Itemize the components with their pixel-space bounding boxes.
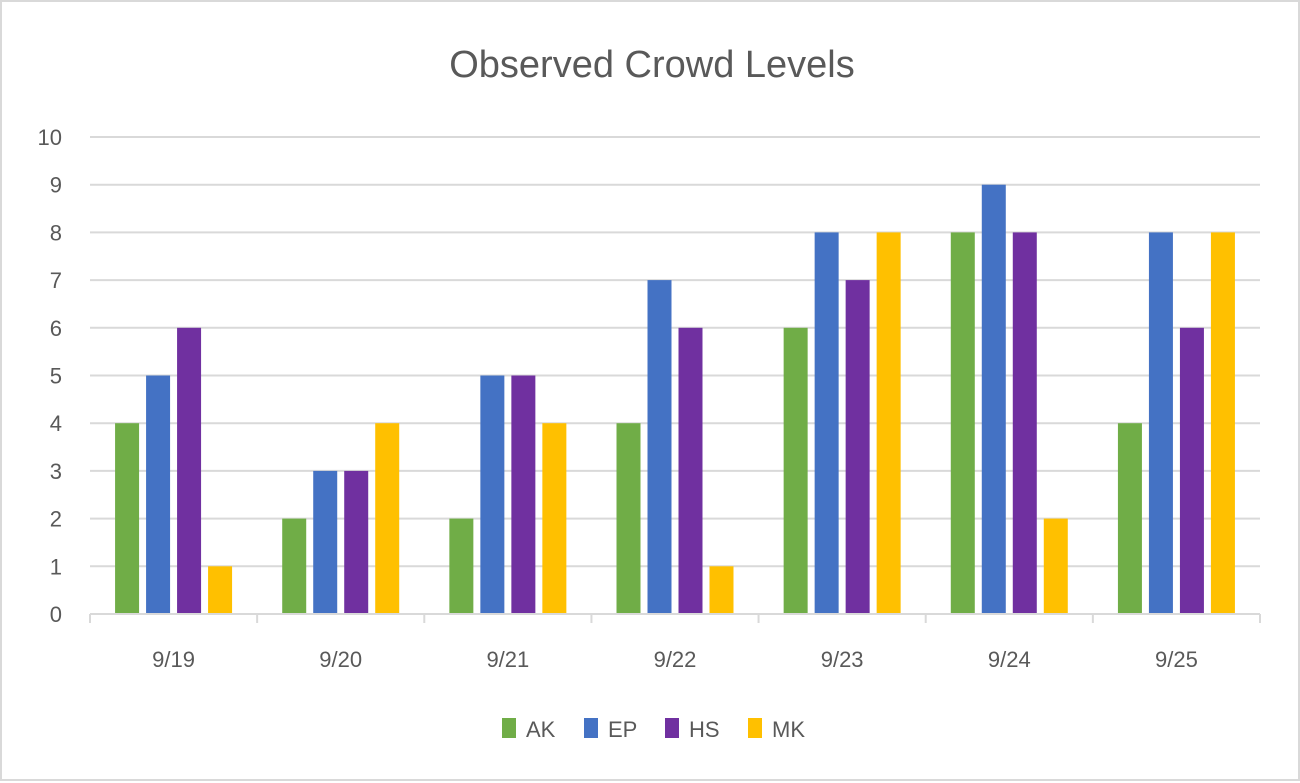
gridlines — [90, 136, 1260, 568]
x-tick-label: 9/24 — [988, 647, 1031, 672]
chart-title: Observed Crowd Levels — [449, 44, 855, 86]
bar-mk-9-24 — [1043, 518, 1068, 614]
y-tick-label: 5 — [50, 364, 62, 389]
legend: AK EP HS MK — [502, 717, 805, 742]
y-tick-label: 4 — [50, 411, 62, 436]
bar-mk-9-23 — [876, 232, 901, 614]
bar-hs-9-22 — [678, 327, 703, 614]
legend-label-mk: MK — [772, 717, 805, 742]
y-tick-label: 6 — [50, 316, 62, 341]
y-tick-label: 7 — [50, 268, 62, 293]
y-tick-label: 3 — [50, 459, 62, 484]
bar-ep-9-19 — [146, 375, 171, 614]
bar-ak-9-20 — [282, 518, 307, 614]
x-tick-label: 9/21 — [486, 647, 529, 672]
x-tick-label: 9/23 — [821, 647, 864, 672]
bar-mk-9-22 — [709, 566, 734, 614]
y-axis: 0 1 2 3 4 5 6 7 8 9 10 — [38, 125, 62, 627]
bar-ak-9-24 — [950, 232, 975, 614]
x-axis: 9/19 9/20 9/21 9/22 9/23 9/24 9/25 — [89, 613, 1261, 672]
bar-hs-9-21 — [511, 375, 536, 614]
y-tick-label: 2 — [50, 507, 62, 532]
x-tick-label: 9/22 — [654, 647, 697, 672]
bars — [115, 184, 1235, 614]
bar-ak-9-23 — [783, 327, 808, 614]
bar-hs-9-25 — [1179, 327, 1204, 614]
y-tick-label: 8 — [50, 220, 62, 245]
bar-mk-9-19 — [208, 566, 233, 614]
legend-label-ep: EP — [608, 717, 637, 742]
bar-ep-9-20 — [313, 470, 338, 614]
bar-mk-9-20 — [375, 423, 400, 614]
legend-swatch-hs — [665, 718, 679, 738]
bar-ak-9-19 — [115, 423, 140, 614]
bar-ak-9-25 — [1117, 423, 1142, 614]
bar-hs-9-24 — [1012, 232, 1037, 614]
bar-ep-9-25 — [1148, 232, 1173, 614]
legend-swatch-mk — [748, 718, 762, 738]
y-tick-label: 1 — [50, 554, 62, 579]
x-tick-label: 9/19 — [152, 647, 195, 672]
bar-ak-9-22 — [616, 423, 641, 614]
bar-ak-9-21 — [449, 518, 474, 614]
legend-swatch-ep — [584, 718, 598, 738]
legend-label-hs: HS — [689, 717, 720, 742]
bar-mk-9-21 — [542, 423, 567, 614]
bar-ep-9-24 — [981, 184, 1006, 614]
bar-hs-9-23 — [845, 280, 870, 614]
bar-ep-9-21 — [480, 375, 505, 614]
bar-hs-9-19 — [177, 327, 202, 614]
y-tick-label: 9 — [50, 173, 62, 198]
bar-hs-9-20 — [344, 470, 369, 614]
legend-swatch-ak — [502, 718, 516, 738]
legend-label-ak: AK — [526, 717, 556, 742]
bar-ep-9-22 — [647, 280, 672, 614]
y-tick-label: 0 — [50, 602, 62, 627]
bar-mk-9-25 — [1210, 232, 1235, 614]
y-tick-label: 10 — [38, 125, 62, 150]
x-tick-label: 9/20 — [319, 647, 362, 672]
bar-ep-9-23 — [814, 232, 839, 614]
x-tick-label: 9/25 — [1155, 647, 1198, 672]
